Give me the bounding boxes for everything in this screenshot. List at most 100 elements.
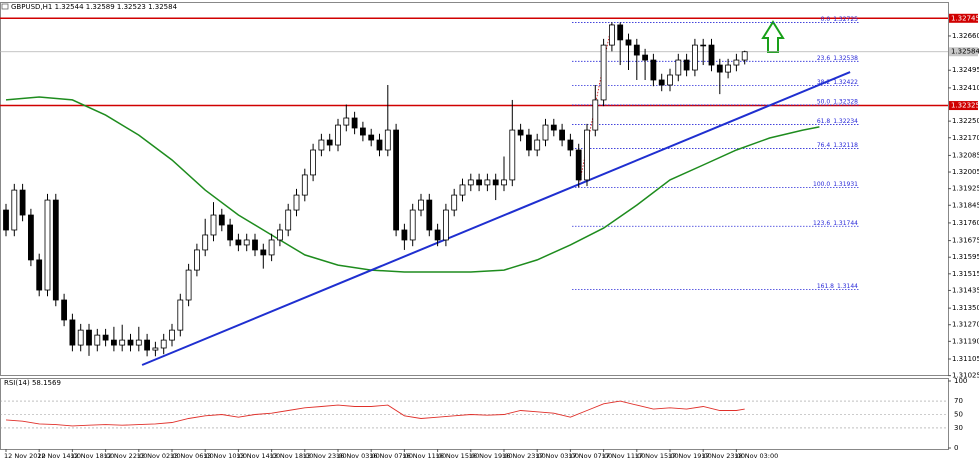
rsi-panel bbox=[0, 378, 949, 450]
candle-body bbox=[351, 117, 358, 129]
candle-body bbox=[559, 129, 565, 141]
candle-body bbox=[584, 129, 590, 181]
x-tick-label: 12 Nov 2020 bbox=[4, 452, 46, 460]
candle-body bbox=[708, 44, 715, 66]
fib-price: 1.32538 bbox=[833, 54, 858, 61]
moving-average bbox=[5, 96, 820, 273]
x-tick-label: 13 Nov 10:00 bbox=[203, 452, 247, 460]
fib-price: 1.32234 bbox=[833, 117, 858, 124]
y-tick-label: 1.31435 bbox=[952, 286, 979, 294]
candle-body bbox=[102, 334, 109, 341]
candle-body bbox=[550, 124, 557, 131]
level-label: 1.32325 bbox=[951, 102, 979, 110]
rsi-tick-label: 0 bbox=[954, 444, 958, 452]
candle-body bbox=[426, 199, 433, 231]
fib-price: 1.31931 bbox=[833, 180, 858, 187]
candle-body bbox=[3, 209, 9, 231]
y-tick-label: 1.31595 bbox=[952, 253, 979, 261]
rsi-line bbox=[5, 400, 745, 427]
x-tick-label: 17 Nov 19:00 bbox=[668, 452, 712, 460]
candle-body bbox=[667, 74, 673, 86]
x-tick-label: 13 Nov 02:00 bbox=[137, 452, 181, 460]
candle-body bbox=[600, 44, 607, 101]
y-tick-label: 1.31515 bbox=[952, 270, 979, 278]
x-tick-label: 16 Nov 19:00 bbox=[469, 452, 513, 460]
fib-ratio: 0.0 bbox=[821, 15, 831, 22]
chart-title: GBPUSD,H1 1.32544 1.32589 1.32523 1.3258… bbox=[11, 3, 178, 11]
fib-price: 1.32422 bbox=[833, 78, 858, 85]
y-tick-label: 1.31350 bbox=[952, 304, 979, 312]
x-tick-label: 13 Nov 14:00 bbox=[236, 452, 280, 460]
fib-ratio: 50.0 bbox=[817, 98, 831, 105]
candle-body bbox=[177, 299, 184, 331]
y-tick-label: 1.32085 bbox=[952, 151, 979, 159]
x-tick-label: 17 Nov 07:00 bbox=[568, 452, 612, 460]
candle-body bbox=[650, 59, 657, 81]
x-tick-label: 16 Nov 03:00 bbox=[336, 452, 380, 460]
x-tick-label: 12 Nov 18:00 bbox=[70, 452, 114, 460]
candle-body bbox=[135, 339, 142, 346]
fib-label: 23.6 1.32538 bbox=[817, 54, 858, 61]
rsi-tick-label: 100 bbox=[954, 377, 967, 385]
candle-body bbox=[52, 199, 59, 301]
y-tick-label: 1.31760 bbox=[952, 219, 979, 227]
candle-body bbox=[94, 334, 101, 346]
candle-body bbox=[36, 259, 43, 291]
fib-ratio: 23.6 bbox=[817, 54, 831, 61]
candle-body bbox=[343, 117, 350, 126]
up-arrow bbox=[761, 20, 785, 53]
fib-ratio: 161.8 bbox=[817, 282, 834, 289]
candle-body bbox=[218, 214, 225, 226]
candle-body bbox=[451, 194, 458, 211]
x-tick-label: 12 Nov 22:00 bbox=[104, 452, 148, 460]
fib-ratio: 38.2 bbox=[817, 78, 831, 85]
candle-body bbox=[202, 234, 209, 251]
level-label-box bbox=[949, 101, 978, 111]
candle-body bbox=[252, 239, 258, 251]
candle-body bbox=[592, 99, 599, 131]
candle-body bbox=[542, 124, 549, 141]
candle-body bbox=[384, 129, 391, 151]
candle-body bbox=[86, 329, 92, 346]
candle-body bbox=[293, 194, 300, 211]
fib-label: 161.8 1.3144 bbox=[817, 282, 858, 289]
rsi-tick-label: 30 bbox=[954, 424, 963, 432]
candle-body bbox=[617, 24, 624, 41]
last-price-box bbox=[949, 47, 978, 57]
candle-body bbox=[169, 329, 175, 341]
candle-body bbox=[467, 179, 474, 186]
candle-body bbox=[19, 189, 26, 216]
y-tick-label: 1.32410 bbox=[952, 84, 979, 92]
candle-body bbox=[359, 127, 366, 136]
candle-body bbox=[276, 229, 283, 241]
candle-body bbox=[210, 214, 217, 236]
y-tick-label: 1.32005 bbox=[952, 168, 979, 176]
candle-body bbox=[11, 189, 18, 231]
fib-price: 1.31744 bbox=[833, 219, 858, 226]
candle-body bbox=[401, 229, 408, 241]
candle-body bbox=[517, 129, 524, 136]
level-label-box bbox=[949, 13, 978, 23]
candle-body bbox=[243, 239, 250, 246]
fib-ratio: 61.8 bbox=[817, 117, 831, 124]
fib-price: 1.3144 bbox=[837, 282, 858, 289]
fib-label: 123.6 1.31744 bbox=[813, 219, 858, 226]
candle-body bbox=[459, 184, 466, 196]
candle-body bbox=[418, 199, 424, 211]
candle-body bbox=[625, 39, 632, 46]
rsi-title: RSI(14) 58.1569 bbox=[4, 379, 61, 387]
y-tick-label: 1.31270 bbox=[952, 321, 979, 329]
candle-body bbox=[310, 149, 317, 176]
candle-body bbox=[119, 339, 126, 346]
candle-body bbox=[326, 139, 333, 146]
y-tick-label: 1.31025 bbox=[952, 372, 979, 380]
x-tick-label: 13 Nov 23:00 bbox=[303, 452, 347, 460]
candle-body bbox=[716, 64, 723, 73]
candle-body bbox=[318, 139, 325, 151]
fib-label: 61.8 1.32234 bbox=[817, 117, 858, 124]
candle-body bbox=[27, 214, 34, 261]
candle-body bbox=[733, 59, 740, 66]
y-tick-label: 1.31105 bbox=[952, 355, 979, 363]
x-tick-label: 17 Nov 15:00 bbox=[635, 452, 679, 460]
x-tick-label: 16 Nov 11:00 bbox=[402, 452, 446, 460]
